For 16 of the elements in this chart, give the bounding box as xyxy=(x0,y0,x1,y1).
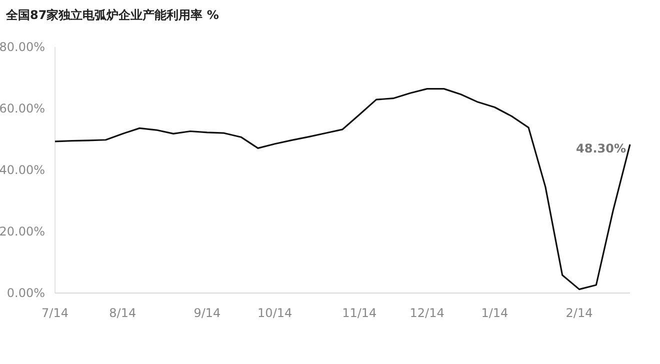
x-tick-label: 7/14 xyxy=(42,306,68,320)
x-tick-label: 10/14 xyxy=(258,306,292,320)
line-series xyxy=(54,88,631,290)
y-tick-label: 20.00% xyxy=(0,224,45,239)
y-tick-label: 0.00% xyxy=(6,286,45,300)
y-tick-label: 40.00% xyxy=(0,163,45,178)
x-tick-label: 11/14 xyxy=(342,306,377,320)
chart-title: 全国87家独立电弧炉企业产能利用率 % xyxy=(5,8,219,22)
x-tick-label: 12/14 xyxy=(410,306,444,320)
x-tick-label: 8/14 xyxy=(109,306,136,320)
x-tick-label: 2/14 xyxy=(566,306,593,320)
x-tick-label: 9/14 xyxy=(194,306,221,320)
y-tick-label: 60.00% xyxy=(0,102,45,116)
annotation: 48.30% xyxy=(576,141,626,156)
y-tick-label: 80.00% xyxy=(0,40,45,54)
x-tick-label: 1/14 xyxy=(481,306,508,320)
